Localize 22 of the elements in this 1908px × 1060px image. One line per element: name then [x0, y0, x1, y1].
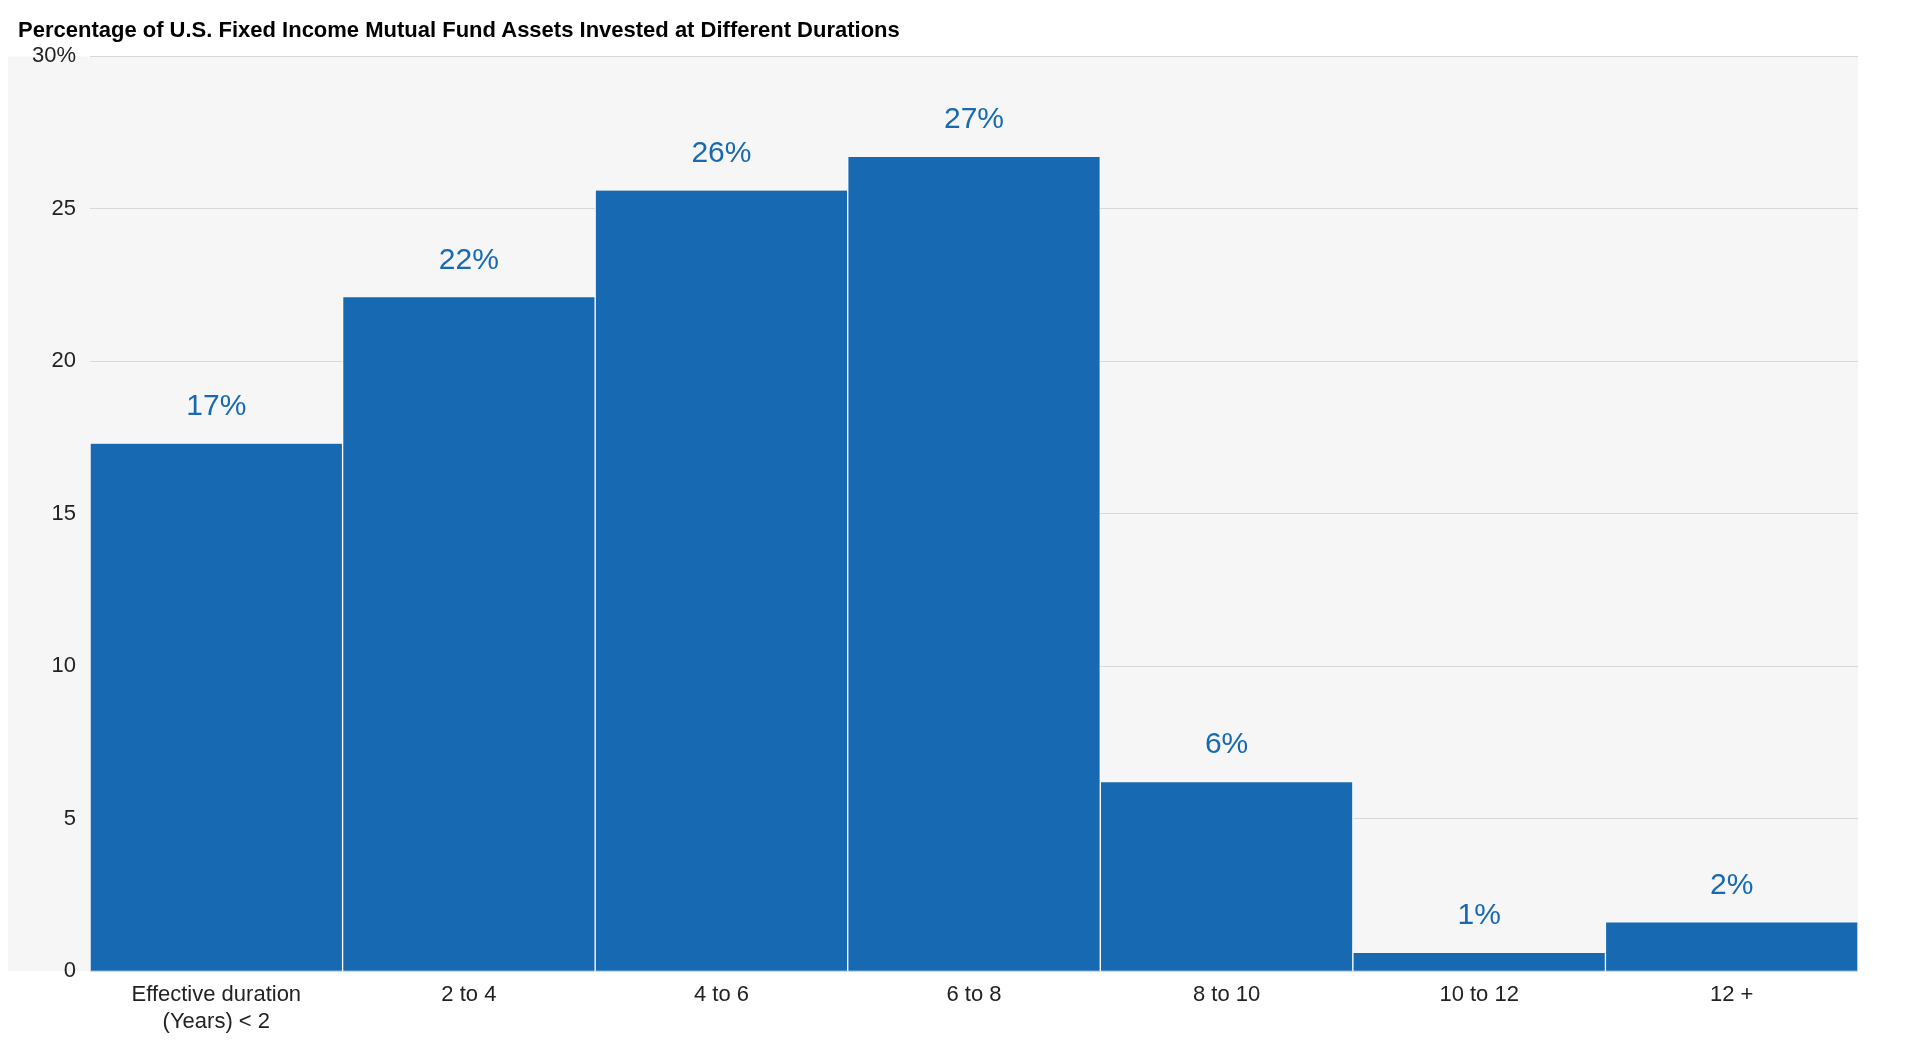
x-tick-label: Effective duration (Years) < 2 — [131, 981, 302, 1033]
data-label: 27% — [943, 101, 1005, 135]
y-tick-label: 15 — [51, 499, 77, 525]
y-tick-label: 25 — [51, 194, 77, 220]
data-label: 17% — [186, 387, 247, 421]
x-tick-label: 12 + — [1710, 981, 1754, 1007]
x-tick-label: 4 to 6 — [693, 981, 749, 1007]
y-tick-label: 10 — [51, 652, 77, 678]
x-tick-label: 8 to 10 — [1192, 981, 1261, 1007]
chart-title: Percentage of U.S. Fixed Income Mutual Fund Assets Invested at Different Durations — [18, 17, 900, 43]
y-tick-label: 5 — [63, 804, 77, 830]
data-label: 26% — [691, 134, 752, 168]
data-label: 2% — [1710, 866, 1754, 900]
x-tick-label: 2 to 4 — [441, 981, 497, 1007]
y-tick-label: 0 — [63, 957, 77, 983]
y-tick-label: 30% — [31, 42, 77, 68]
y-tick-label: 20 — [51, 347, 77, 373]
x-tick-label: 6 to 8 — [946, 981, 1002, 1007]
data-label: 6% — [1204, 726, 1249, 760]
x-tick-label: 10 to 12 — [1439, 981, 1519, 1007]
data-label: 1% — [1457, 897, 1501, 931]
data-label: 22% — [438, 241, 499, 275]
